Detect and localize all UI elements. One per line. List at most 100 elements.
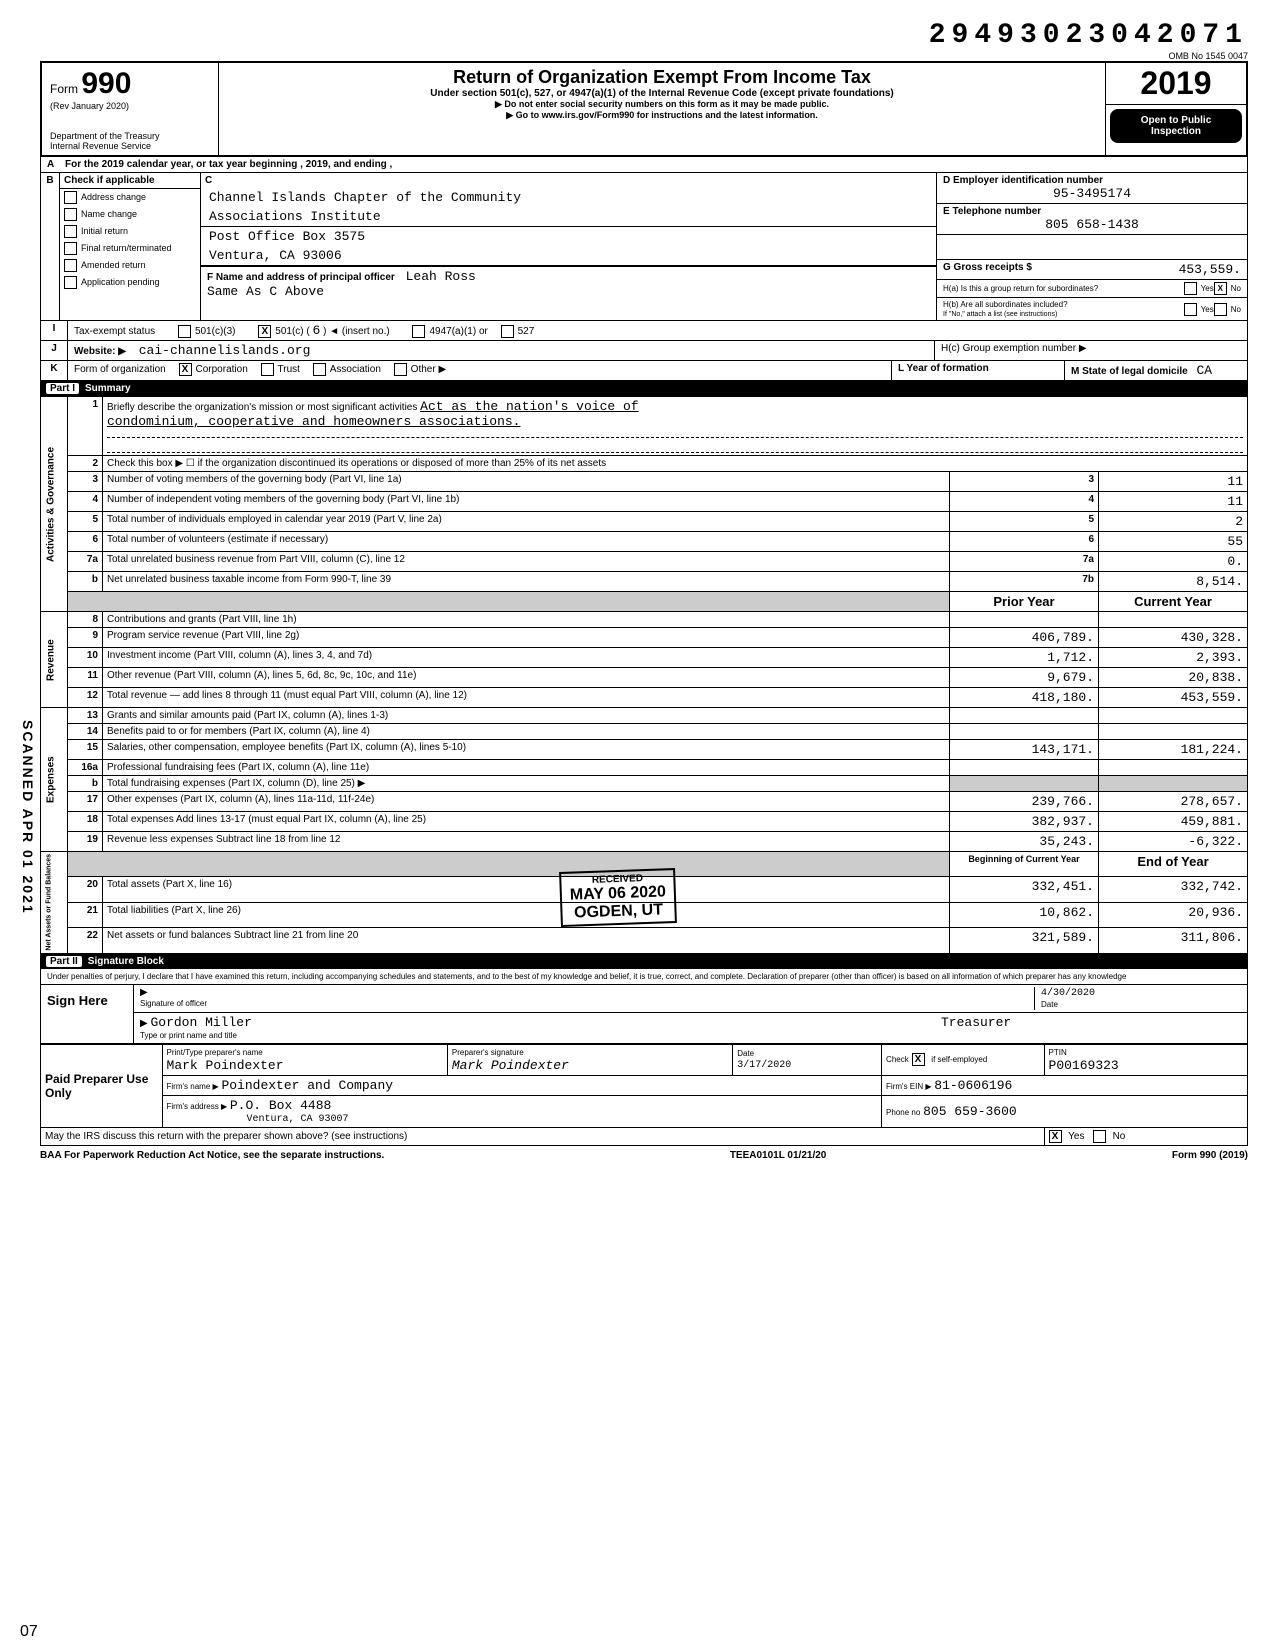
part-I-header: Part I Summary — [40, 381, 1248, 396]
principal-officer-name: Leah Ross — [406, 269, 476, 284]
line9-current: 430,328. — [1099, 628, 1248, 648]
line15-prior: 143,171. — [950, 740, 1099, 760]
line17-current: 278,657. — [1099, 792, 1248, 812]
row-K: K Form of organization XCorporation Trus… — [40, 361, 1248, 381]
officer-title: Treasurer — [941, 1015, 1011, 1030]
firm-address-2: Ventura, CA 93007 — [247, 1114, 349, 1125]
line11-prior: 9,679. — [950, 668, 1099, 688]
org-address-line1: Post Office Box 3575 — [201, 227, 936, 246]
discuss-with-preparer: May the IRS discuss this return with the… — [41, 1127, 1045, 1145]
form-number: 990 — [81, 67, 131, 100]
line3-label: Number of voting members of the governin… — [103, 472, 950, 492]
line21-begin: 10,862. — [950, 902, 1099, 927]
line17-prior: 239,766. — [950, 792, 1099, 812]
principal-officer-address: Same As C Above — [207, 284, 930, 299]
org-address-line2: Ventura, CA 93006 — [201, 246, 936, 266]
line10-current: 2,393. — [1099, 648, 1248, 668]
side-label-expenses: Expenses — [41, 708, 68, 852]
group-return-label: H(a) Is this a group return for subordin… — [943, 284, 1184, 293]
line3-value: 11 — [1099, 472, 1248, 492]
open-to-public: Open to PublicInspection — [1110, 109, 1242, 143]
line22-label: Net assets or fund balances Subtract lin… — [103, 928, 950, 953]
line7b-value: 8,514. — [1099, 572, 1248, 592]
beginning-year-header: Beginning of Current Year — [950, 852, 1099, 877]
firm-phone: 805 659-3600 — [923, 1104, 1017, 1119]
prior-year-header: Prior Year — [950, 592, 1099, 612]
end-year-header: End of Year — [1099, 852, 1248, 877]
subordinates-included-label: H(b) Are all subordinates included? — [943, 300, 1068, 309]
org-name-line1: Channel Islands Chapter of the Community — [201, 188, 936, 207]
row-J: J Website: ▶ cai-channelislands.org H(c)… — [40, 341, 1248, 361]
mission-text-1: Act as the nation's voice of — [420, 399, 638, 414]
section-C-header: C — [201, 173, 936, 188]
page-footer: BAA For Paperwork Reduction Act Notice, … — [40, 1146, 1248, 1161]
group-exemption-label: H(c) Group exemption number ▶ — [941, 343, 1087, 354]
tracking-number: 29493023042071 — [40, 20, 1248, 51]
self-employed-checkbox[interactable]: X — [912, 1053, 925, 1066]
mission-label: Briefly describe the organization's miss… — [107, 402, 417, 413]
line18-prior: 382,937. — [950, 812, 1099, 832]
side-label-governance: Activities & Governance — [41, 397, 68, 612]
ptin-value: P00169323 — [1049, 1058, 1119, 1073]
state-domicile-value: CA — [1196, 363, 1212, 378]
line19-label: Revenue less expenses Subtract line 18 f… — [103, 832, 950, 852]
check-final-return[interactable]: Final return/terminated — [60, 240, 200, 257]
section-F-label: F Name and address of principal officer — [207, 272, 395, 283]
discuss-yes-checkbox[interactable]: X — [1049, 1130, 1062, 1143]
check-address-change[interactable]: Address change — [60, 189, 200, 206]
form-title: Return of Organization Exempt From Incom… — [227, 67, 1097, 88]
line5-label: Total number of individuals employed in … — [103, 512, 950, 532]
line7b-label: Net unrelated business taxable income fr… — [103, 572, 950, 592]
check-initial-return[interactable]: Initial return — [60, 223, 200, 240]
side-label-net-assets: Net Assets or Fund Balances — [41, 852, 68, 954]
officer-name: Gordon Miller — [150, 1015, 251, 1030]
preparer-signature: Mark Poindexter — [452, 1058, 569, 1073]
group-return-no-checkbox[interactable]: X — [1214, 282, 1227, 295]
form-label: Form 990 — [50, 67, 210, 101]
gross-receipts-value: 453,559. — [1032, 262, 1241, 277]
line13-label: Grants and similar amounts paid (Part IX… — [103, 708, 950, 724]
line17-label: Other expenses (Part IX, column (A), lin… — [103, 792, 950, 812]
line18-label: Total expenses Add lines 13-17 (must equ… — [103, 812, 950, 832]
line21-label: Total liabilities (Part X, line 26) — [103, 902, 950, 927]
line20-label: Total assets (Part X, line 16) — [103, 877, 950, 902]
state-domicile-label: M State of legal domicile — [1071, 366, 1188, 377]
omb-number: OMB No 1545 0047 — [40, 51, 1248, 61]
line15-label: Salaries, other compensation, employee b… — [103, 740, 950, 760]
line5-value: 2 — [1099, 512, 1248, 532]
dept-irs: Internal Revenue Service — [50, 141, 210, 151]
501c-checkbox[interactable]: X — [258, 325, 271, 338]
form-note-instructions: ▶ Go to www.irs.gov/Form990 for instruct… — [227, 110, 1097, 121]
mission-text-2: condominium, cooperative and homeowners … — [107, 414, 520, 429]
corporation-checkbox[interactable]: X — [179, 363, 192, 376]
check-name-change[interactable]: Name change — [60, 206, 200, 223]
check-amended-return[interactable]: Amended return — [60, 257, 200, 274]
year-formation-label: L Year of formation — [898, 363, 989, 374]
line20-begin: 332,451. — [950, 877, 1099, 902]
gross-receipts-label: G Gross receipts $ — [943, 262, 1032, 277]
check-application-pending[interactable]: Application pending — [60, 274, 200, 291]
current-year-header: Current Year — [1099, 592, 1248, 612]
line19-prior: 35,243. — [950, 832, 1099, 852]
line6-value: 55 — [1099, 532, 1248, 552]
line10-prior: 1,712. — [950, 648, 1099, 668]
line16b-label: Total fundraising expenses (Part IX, col… — [103, 776, 950, 792]
firm-ein: 81-0606196 — [934, 1078, 1012, 1093]
line16a-label: Professional fundraising fees (Part IX, … — [103, 760, 950, 776]
sign-here-label: Sign Here — [41, 985, 134, 1043]
line4-label: Number of independent voting members of … — [103, 492, 950, 512]
footer-paperwork-notice: BAA For Paperwork Reduction Act Notice, … — [40, 1150, 384, 1161]
paid-preparer-table: Paid Preparer Use Only Print/Type prepar… — [40, 1044, 1248, 1146]
org-name-line2: Associations Institute — [201, 207, 936, 227]
discontinued-ops-check: Check this box ▶ ☐ if the organization d… — [103, 456, 1248, 472]
line9-label: Program service revenue (Part VIII, line… — [103, 628, 950, 648]
line11-label: Other revenue (Part VIII, column (A), li… — [103, 668, 950, 688]
scanned-stamp: SCANNED APR 01 2021 — [20, 720, 36, 915]
section-B-through-H: B Check if applicable Address change Nam… — [40, 173, 1248, 321]
tax-year: 2019 — [1106, 63, 1246, 105]
line12-current: 453,559. — [1099, 688, 1248, 708]
dept-treasury: Department of the Treasury — [50, 131, 210, 141]
line14-label: Benefits paid to or for members (Part IX… — [103, 724, 950, 740]
line22-begin: 321,589. — [950, 928, 1099, 953]
website-label: Website: ▶ — [74, 346, 126, 357]
